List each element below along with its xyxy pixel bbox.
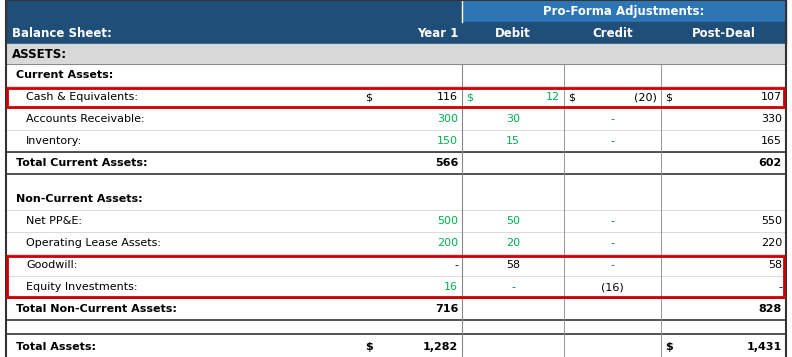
Text: 107: 107 — [761, 92, 782, 102]
Text: 566: 566 — [435, 158, 459, 168]
Text: 200: 200 — [437, 238, 459, 248]
Text: (16): (16) — [601, 282, 624, 292]
Text: Current Assets:: Current Assets: — [16, 70, 113, 80]
Text: Year 1: Year 1 — [417, 26, 459, 40]
Text: 16: 16 — [444, 282, 459, 292]
Text: 165: 165 — [761, 136, 782, 146]
Text: $: $ — [466, 92, 474, 102]
Text: 116: 116 — [437, 92, 459, 102]
Text: 30: 30 — [506, 114, 520, 124]
Bar — [7, 87, 785, 106]
Text: 50: 50 — [506, 216, 520, 226]
Text: $: $ — [365, 92, 372, 102]
Bar — [7, 256, 785, 297]
Text: 58: 58 — [768, 260, 782, 270]
Text: 15: 15 — [506, 136, 520, 146]
Text: 20: 20 — [506, 238, 520, 248]
Text: ASSETS:: ASSETS: — [12, 47, 67, 60]
Bar — [6, 22, 786, 44]
Text: 828: 828 — [759, 304, 782, 314]
Bar — [6, 0, 463, 22]
Text: 300: 300 — [437, 114, 459, 124]
Text: -: - — [611, 260, 615, 270]
Text: 1,282: 1,282 — [423, 342, 459, 352]
Text: Debit: Debit — [495, 26, 531, 40]
Text: Balance Sheet:: Balance Sheet: — [12, 26, 112, 40]
Text: $: $ — [665, 342, 673, 352]
Text: Operating Lease Assets:: Operating Lease Assets: — [26, 238, 161, 248]
Text: Total Non-Current Assets:: Total Non-Current Assets: — [16, 304, 177, 314]
Text: 12: 12 — [546, 92, 560, 102]
Text: Total Assets:: Total Assets: — [16, 342, 96, 352]
Text: -: - — [611, 114, 615, 124]
Text: 150: 150 — [437, 136, 459, 146]
Text: Total Current Assets:: Total Current Assets: — [16, 158, 147, 168]
Text: -: - — [611, 136, 615, 146]
Text: -: - — [455, 260, 459, 270]
Text: -: - — [611, 238, 615, 248]
Text: -: - — [778, 282, 782, 292]
Text: Accounts Receivable:: Accounts Receivable: — [26, 114, 145, 124]
Text: $: $ — [365, 342, 373, 352]
Text: Equity Investments:: Equity Investments: — [26, 282, 138, 292]
Text: (20): (20) — [634, 92, 657, 102]
Text: 602: 602 — [759, 158, 782, 168]
Text: 58: 58 — [506, 260, 520, 270]
Text: 716: 716 — [435, 304, 459, 314]
Text: 220: 220 — [761, 238, 782, 248]
Text: Credit: Credit — [592, 26, 633, 40]
Text: $: $ — [568, 92, 575, 102]
Text: 500: 500 — [437, 216, 459, 226]
Text: -: - — [511, 282, 515, 292]
Text: 1,431: 1,431 — [747, 342, 782, 352]
Bar — [463, 0, 786, 22]
Bar — [6, 44, 786, 64]
Text: Net PP&E:: Net PP&E: — [26, 216, 82, 226]
Text: Goodwill:: Goodwill: — [26, 260, 78, 270]
Text: Post-Deal: Post-Deal — [691, 26, 756, 40]
Text: 330: 330 — [761, 114, 782, 124]
Text: $: $ — [665, 92, 672, 102]
Text: Inventory:: Inventory: — [26, 136, 82, 146]
Text: 550: 550 — [761, 216, 782, 226]
Text: Non-Current Assets:: Non-Current Assets: — [16, 194, 143, 204]
Text: Cash & Equivalents:: Cash & Equivalents: — [26, 92, 138, 102]
Text: -: - — [611, 216, 615, 226]
Text: Pro-Forma Adjustments:: Pro-Forma Adjustments: — [543, 5, 705, 17]
